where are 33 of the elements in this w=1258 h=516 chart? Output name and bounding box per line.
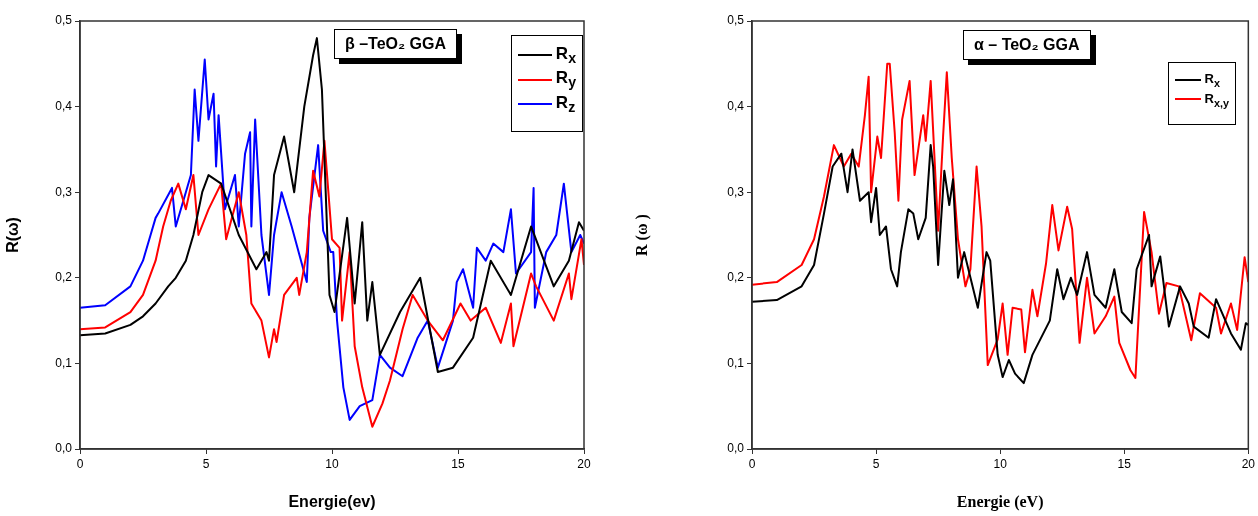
legend-label: R$_{z}$ xyxy=(555,92,576,116)
x-tick-label: 20 xyxy=(577,456,591,471)
x-tick-label: 15 xyxy=(1117,456,1132,471)
y-tick-label: 0,5 xyxy=(55,13,73,28)
legend-label: R$_{x}$ xyxy=(1204,71,1220,89)
legend-label: R$_{x}$ xyxy=(555,44,576,67)
y-tick-label: 0,2 xyxy=(727,270,745,285)
x-tick-label: 10 xyxy=(993,456,1008,471)
y-tick-label: 0,1 xyxy=(727,355,745,370)
x-tick-label: 5 xyxy=(872,456,880,471)
y-tick-label: 0,2 xyxy=(55,270,73,285)
y-tick-label: 0,3 xyxy=(55,184,73,199)
x-tick-label: 10 xyxy=(325,456,339,471)
y-tick-label: 0,1 xyxy=(55,355,73,370)
x-axis-title: Energie(ev) xyxy=(288,492,376,510)
annotation: α – TeO₂ GGA xyxy=(963,30,1091,60)
annotation: β –TeO₂ GGA xyxy=(334,29,458,59)
y-tick-label: 0,4 xyxy=(55,98,73,113)
x-tick-label: 5 xyxy=(202,456,210,471)
legend-label: R$_{x,y}$ xyxy=(1204,90,1229,109)
x-tick-label: 0 xyxy=(748,456,756,471)
legend-label: R$_{y}$ xyxy=(555,68,576,91)
y-axis-title: R(ω) xyxy=(4,217,22,253)
x-tick-label: 0 xyxy=(76,456,84,471)
x-tick-label: 15 xyxy=(451,456,465,471)
x-axis-title: Energie (eV) xyxy=(956,492,1044,511)
y-tick-label: 0,5 xyxy=(727,13,745,28)
y-tick-label: 0,4 xyxy=(727,98,745,113)
x-tick-label: 20 xyxy=(1241,456,1256,471)
y-tick-label: 0,3 xyxy=(727,184,745,199)
y-tick-label: 0,0 xyxy=(727,441,745,456)
y-tick-label: 0,0 xyxy=(55,441,73,456)
y-axis-title: R (ω ) xyxy=(632,214,651,256)
